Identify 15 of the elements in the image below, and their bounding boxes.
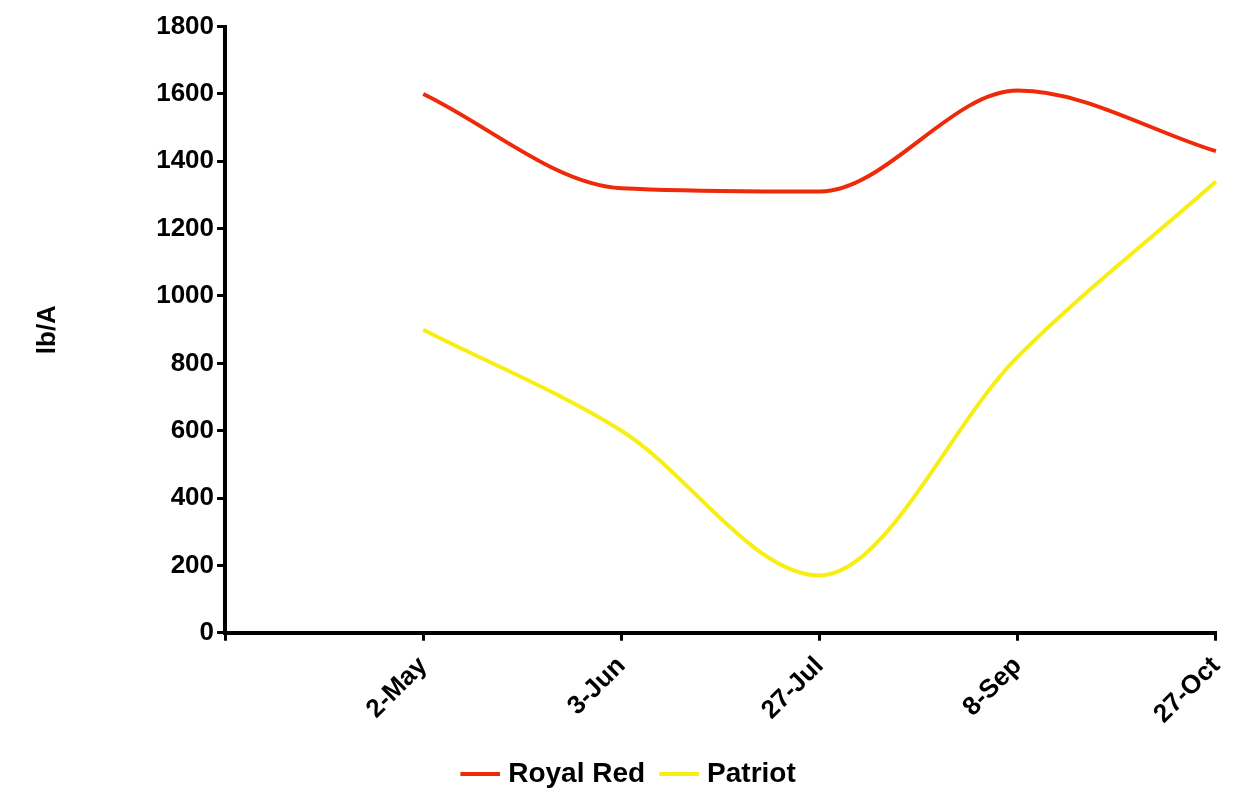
y-tick-label: 600 — [170, 413, 215, 444]
y-axis-title: lb/A — [30, 304, 61, 355]
line-series — [421, 88, 1218, 194]
line-series — [421, 179, 1218, 578]
y-tick-label: 1600 — [156, 77, 215, 108]
y-tick-label: 1200 — [156, 211, 215, 242]
y-tick-label: 1000 — [156, 279, 215, 310]
y-tick-label: 800 — [170, 346, 215, 377]
y-tick-label: 0 — [199, 615, 215, 646]
legend-label: Patriot — [707, 756, 796, 788]
y-tick-label: 1800 — [156, 9, 215, 40]
y-tick-label: 200 — [170, 548, 215, 579]
legend-label: Royal Red — [508, 756, 646, 788]
y-tick-label: 400 — [170, 481, 215, 512]
y-tick-label: 1400 — [156, 144, 215, 175]
